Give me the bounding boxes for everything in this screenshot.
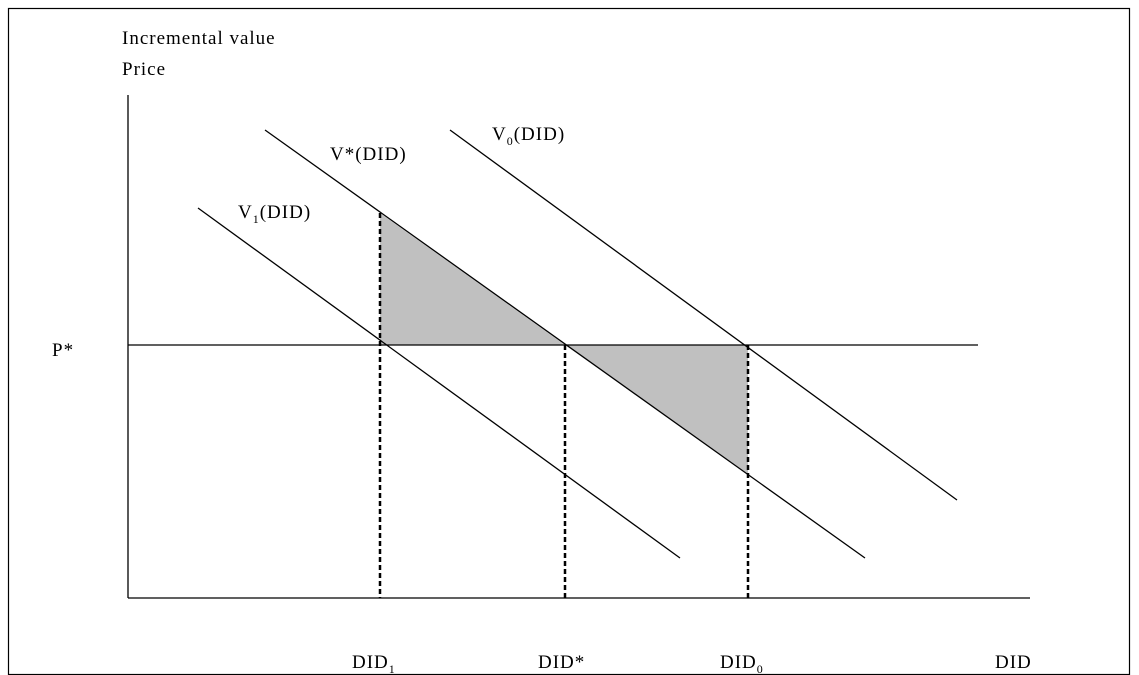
label-subscript: 0 bbox=[757, 662, 764, 675]
frame bbox=[7, 7, 1131, 675]
y-axis-label: Price bbox=[122, 59, 166, 80]
curve-v-star bbox=[264, 129, 866, 559]
curve-v1 bbox=[197, 207, 681, 559]
label-base: DID bbox=[352, 652, 389, 673]
label-base: V bbox=[238, 202, 253, 223]
price-label: P* bbox=[52, 340, 74, 361]
label-subscript: 1 bbox=[253, 212, 260, 226]
label-suffix: (DID) bbox=[514, 124, 565, 145]
curve-label: V*(DID) bbox=[330, 144, 407, 165]
x-mark-label: DID* bbox=[538, 652, 585, 673]
label-base: DID bbox=[720, 652, 757, 673]
label-base: V bbox=[492, 124, 507, 145]
x-axis-label: DID bbox=[995, 652, 1032, 673]
curve-label: V0(DID) bbox=[492, 124, 565, 148]
curve-v0 bbox=[449, 129, 958, 501]
label-suffix: (DID) bbox=[260, 202, 311, 223]
label-subscript: 1 bbox=[389, 662, 396, 675]
shaded-area bbox=[380, 213, 565, 345]
curve-label: V1(DID) bbox=[238, 202, 311, 226]
x-mark-label: DID1 bbox=[352, 652, 396, 675]
x-mark-label: DID0 bbox=[720, 652, 764, 675]
label-subscript: 0 bbox=[507, 134, 514, 148]
y-axis-label: Incremental value bbox=[122, 28, 276, 49]
